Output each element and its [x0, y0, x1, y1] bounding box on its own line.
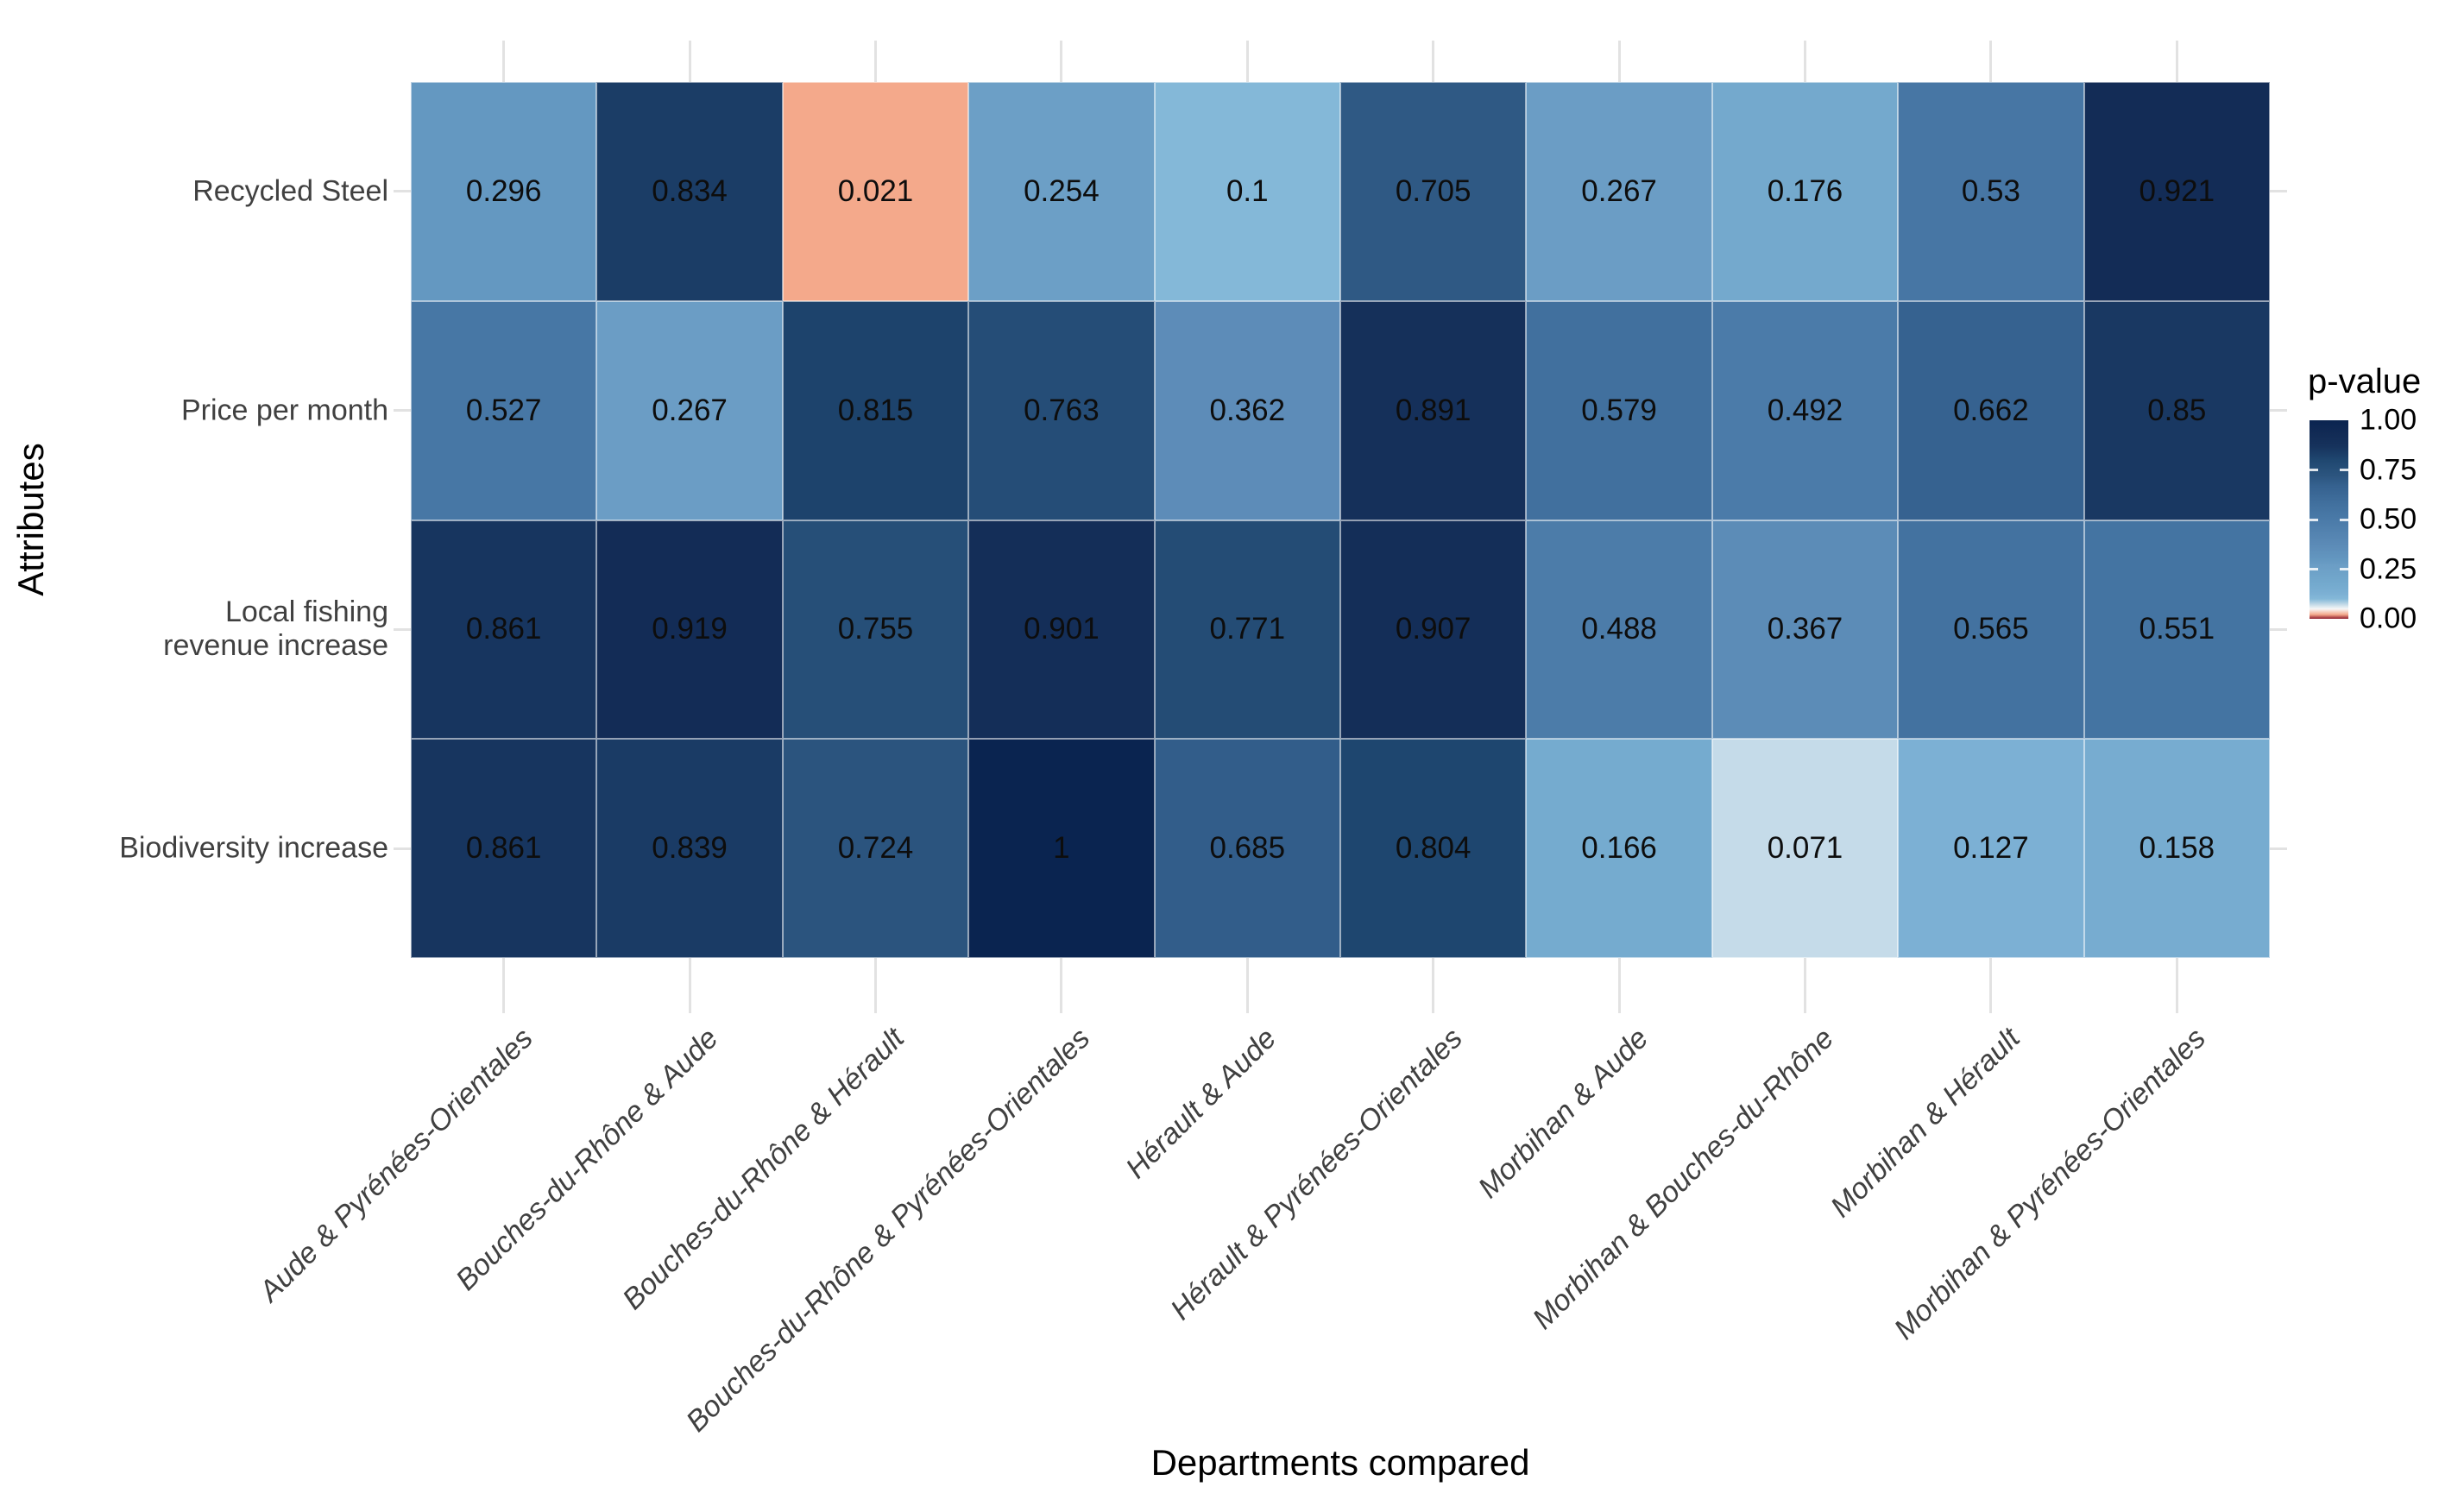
heatmap-cell: 0.158 — [2083, 739, 2270, 958]
heatmap-cell: 0.755 — [782, 520, 969, 740]
heatmap-cell: 0.662 — [1898, 300, 2084, 520]
legend-tick-label: 0.50 — [2360, 502, 2417, 536]
heatmap-cell: 0.771 — [1154, 520, 1340, 740]
gridline — [1060, 41, 1063, 82]
legend-tick-label: 1.00 — [2360, 403, 2417, 437]
legend-tick-label: 0.25 — [2360, 552, 2417, 585]
gridline — [1432, 41, 1435, 82]
x-tick-label: Hérault & Pyrénées-Orientales — [1163, 1022, 1469, 1326]
heatmap-cell: 0.919 — [596, 520, 783, 740]
legend-tick — [2340, 518, 2348, 521]
y-axis-title: Attributes — [10, 443, 51, 596]
gridline — [1989, 958, 1993, 1013]
heatmap-cell: 0.267 — [1526, 82, 1712, 301]
y-tick-label: Biodiversity increase — [119, 831, 388, 865]
heatmap-cell: 0.839 — [596, 739, 783, 958]
heatmap-cell: 0.071 — [1711, 739, 1899, 958]
heatmap-cell: 0.551 — [2083, 520, 2270, 740]
heatmap-cell: 0.804 — [1339, 739, 1527, 958]
heatmap-cell: 0.53 — [1898, 82, 2084, 301]
x-axis-title: Departments compared — [1150, 1442, 1530, 1483]
gridline — [394, 190, 411, 193]
heatmap-cell: 0.488 — [1526, 520, 1712, 740]
gridline — [1060, 958, 1063, 1013]
heatmap-tiles: 0.296 0.834 0.021 0.254 0.1 0.705 0.267 0.176 0.… — [411, 82, 2270, 958]
heatmap-cell: 0.362 — [1154, 300, 1340, 520]
gridline — [1245, 958, 1249, 1013]
heatmap-cell: 0.579 — [1526, 300, 1712, 520]
legend-tick-label: 0.00 — [2360, 602, 2417, 635]
heatmap-cell: 0.901 — [968, 520, 1155, 740]
heatmap-cell: 0.705 — [1339, 82, 1527, 301]
legend-tick-label: 0.75 — [2360, 453, 2417, 486]
heatmap-cell: 0.565 — [1898, 520, 2084, 740]
x-tick-label: Morbihan & Pyrénées-Orientales — [1887, 1022, 2213, 1346]
gridline — [2270, 847, 2287, 850]
legend-tick — [2310, 568, 2318, 570]
heatmap-cell: 0.267 — [596, 300, 783, 520]
gridline — [1804, 41, 1806, 82]
legend-title: p-value — [2308, 362, 2422, 400]
heatmap-cell: 0.724 — [782, 739, 969, 958]
heatmap-cell: 0.921 — [2083, 82, 2270, 301]
heatmap-cell: 0.176 — [1711, 82, 1899, 301]
heatmap-cell: 0.834 — [596, 82, 783, 301]
gridline — [1245, 41, 1249, 82]
gridline — [688, 958, 691, 1013]
gridline — [1989, 41, 1993, 82]
x-tick-label: Bouches-du-Rhône & Pyrénées-Orientales — [680, 1022, 1097, 1439]
heatmap-cell: 0.685 — [1154, 739, 1340, 958]
heatmap-cell: 0.254 — [968, 82, 1155, 301]
heatmap-cell: 1 — [968, 739, 1155, 958]
heatmap-cell: 0.891 — [1339, 300, 1527, 520]
gridline — [1617, 41, 1621, 82]
heatmap-cell: 0.907 — [1339, 520, 1527, 740]
gridline — [502, 958, 506, 1013]
heatmap-cell: 0.166 — [1526, 739, 1712, 958]
heatmap-cell: 0.815 — [782, 300, 969, 520]
gridline — [688, 41, 691, 82]
heatmap-cell: 0.296 — [411, 82, 597, 301]
gridline — [2270, 190, 2287, 193]
heatmap-cell: 0.763 — [968, 300, 1155, 520]
legend-tick — [2340, 469, 2348, 471]
legend-tick — [2310, 469, 2318, 471]
gridline — [874, 958, 877, 1013]
y-tick-label: Price per month — [181, 394, 388, 427]
heatmap-cell: 0.367 — [1711, 520, 1899, 740]
gridline — [1804, 958, 1806, 1013]
gridline — [1617, 958, 1621, 1013]
y-tick-label: Local fishing revenue increase — [163, 595, 388, 663]
gridline — [2175, 958, 2178, 1013]
heatmap-cell: 0.527 — [411, 300, 597, 520]
heatmap-cell: 0.1 — [1154, 82, 1340, 301]
x-tick-label: Morbihan & Hérault — [1824, 1022, 2026, 1224]
gridline — [2175, 41, 2178, 82]
gridline — [394, 627, 411, 631]
x-tick-label: Morbihan & Aude — [1471, 1022, 1654, 1205]
heatmap-cell: 0.85 — [2083, 300, 2270, 520]
gridline — [874, 41, 877, 82]
gridline — [394, 409, 411, 413]
gridline — [2270, 409, 2287, 413]
x-tick-label: Morbihan & Bouches-du-Rhône — [1526, 1022, 1841, 1336]
y-tick-label: Recycled Steel — [192, 174, 388, 208]
gridline — [1432, 958, 1435, 1013]
gridline — [502, 41, 506, 82]
x-tick-label: Hérault & Aude — [1119, 1022, 1283, 1186]
gridline — [394, 847, 411, 850]
heatmap-cell: 0.861 — [411, 739, 597, 958]
heatmap-cell: 0.021 — [782, 82, 969, 301]
heatmap-cell: 0.492 — [1711, 300, 1899, 520]
legend-tick — [2310, 518, 2318, 521]
gridline — [2270, 627, 2287, 631]
legend-tick — [2340, 568, 2348, 570]
heatmap-cell: 0.861 — [411, 520, 597, 740]
heatmap-cell: 0.127 — [1898, 739, 2084, 958]
